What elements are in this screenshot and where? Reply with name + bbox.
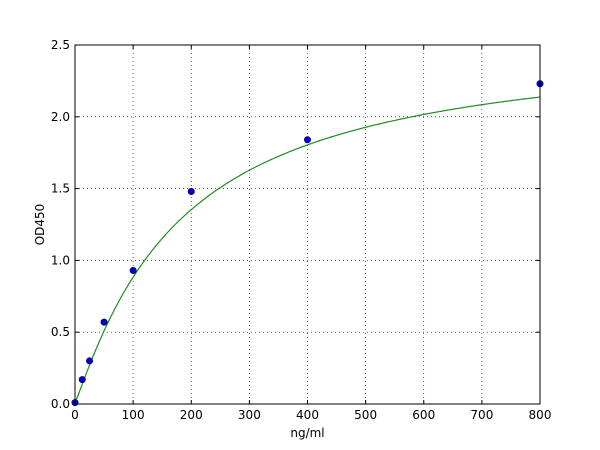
- x-tick-label: 100: [122, 408, 145, 422]
- data-point: [86, 357, 94, 365]
- y-tick-label: 1.0: [51, 253, 70, 267]
- data-point: [129, 266, 137, 274]
- fit-curve-layer: [74, 96, 541, 403]
- fit-curve-line: [74, 96, 541, 403]
- x-tick-label: 800: [529, 408, 552, 422]
- data-point: [100, 318, 108, 326]
- x-tick-label: 500: [354, 408, 377, 422]
- x-tick-label: 200: [180, 408, 203, 422]
- data-point: [187, 187, 195, 195]
- y-tick-label: 2.5: [51, 38, 70, 52]
- y-tick-label: 2.0: [51, 110, 70, 124]
- data-points-layer: [71, 80, 544, 407]
- x-tick-label: 400: [296, 408, 319, 422]
- x-tick-label: 700: [470, 408, 493, 422]
- data-point: [303, 136, 311, 144]
- y-axis-label: OD450: [33, 204, 47, 246]
- x-tick-label: 300: [238, 408, 261, 422]
- grid-lines: [75, 45, 540, 404]
- y-tick-label: 0.0: [51, 397, 70, 411]
- x-axis-label: ng/ml: [290, 426, 324, 440]
- axis-ticks: 0 100 200 300 400 500 600 700 800 0.0 0.5 1.0 1.5 2.0…: [51, 38, 552, 422]
- y-tick-label: 1.5: [51, 182, 70, 196]
- y-tick-label: 0.5: [51, 325, 70, 339]
- data-point: [78, 376, 86, 384]
- x-tick-label: 0: [71, 408, 79, 422]
- x-tick-label: 600: [412, 408, 435, 422]
